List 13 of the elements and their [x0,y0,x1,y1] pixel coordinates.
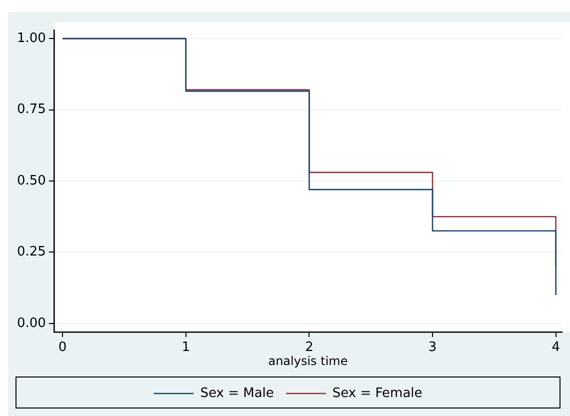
y-tick-label: 0.00 [16,316,46,331]
x-tick-label: 2 [305,340,314,356]
legend-label: Sex = Female [332,386,422,401]
x-axis-title: analysis time [268,354,348,368]
x-tick-label: 4 [552,340,560,356]
y-tick-label: 1.00 [16,30,46,46]
x-tick-label: 0 [58,340,67,356]
legend-label: Sex = Male [200,386,274,401]
y-tick-label: 0.50 [16,173,46,188]
y-tick-label: 0.25 [16,244,46,260]
x-tick-label: 1 [182,340,190,356]
x-tick-label: 3 [428,340,437,356]
y-tick-label: 0.75 [16,102,46,118]
